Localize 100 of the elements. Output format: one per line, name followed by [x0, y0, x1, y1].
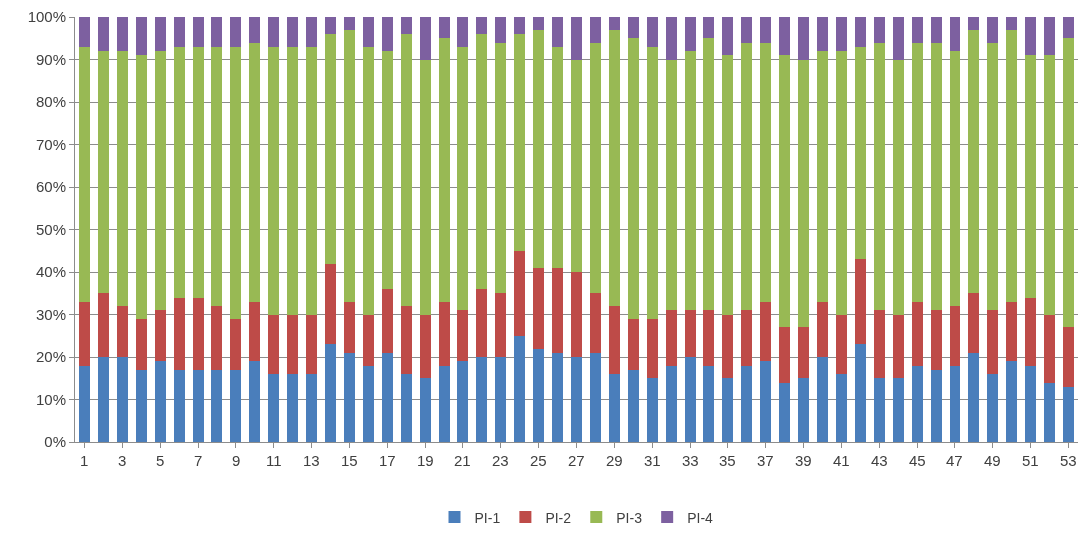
bar	[324, 17, 336, 34]
bar	[533, 267, 545, 349]
bar	[192, 297, 204, 370]
bar	[306, 374, 318, 442]
bar	[173, 46, 185, 298]
bar	[400, 17, 412, 34]
bar	[97, 293, 109, 357]
bar	[798, 327, 810, 379]
bar	[495, 17, 507, 43]
bar	[892, 17, 904, 60]
x-tick-label: 29	[606, 452, 623, 469]
bar	[684, 17, 696, 51]
bar	[116, 51, 128, 306]
bar	[324, 34, 336, 264]
bar	[949, 17, 961, 51]
y-tick-label: 10%	[35, 390, 66, 408]
bar	[324, 344, 336, 442]
bar	[968, 29, 980, 294]
bar	[457, 17, 469, 47]
bar	[1025, 297, 1037, 366]
bar	[154, 310, 166, 362]
x-tick-label: 39	[795, 452, 812, 469]
bar	[873, 17, 885, 43]
bar	[78, 17, 90, 47]
bar	[589, 352, 601, 442]
bar	[343, 301, 355, 353]
bar	[552, 46, 564, 268]
x-tick-label: 31	[644, 452, 661, 469]
bar	[589, 17, 601, 43]
legend-label: PI-4	[687, 509, 714, 526]
bar	[608, 374, 620, 442]
bar	[987, 374, 999, 442]
bar	[1006, 361, 1018, 442]
x-tick-label: 41	[833, 452, 850, 469]
bar	[97, 51, 109, 294]
x-tick-label: 5	[156, 452, 165, 469]
bar	[400, 306, 412, 374]
bar	[287, 46, 299, 315]
bar	[1063, 386, 1075, 442]
x-tick-label: 7	[194, 452, 203, 469]
bar	[230, 46, 242, 319]
bar	[684, 51, 696, 311]
bar	[230, 17, 242, 47]
bar	[608, 29, 620, 306]
bar	[968, 17, 980, 30]
bar	[722, 55, 734, 315]
x-tick-label: 13	[303, 452, 320, 469]
bar	[116, 306, 128, 357]
bar	[817, 17, 829, 51]
bar	[135, 55, 147, 319]
bar	[343, 17, 355, 30]
bar	[1063, 17, 1075, 39]
bar	[1006, 29, 1018, 302]
x-tick-label: 1	[80, 452, 89, 469]
bar	[892, 314, 904, 379]
bar	[987, 310, 999, 374]
bar	[343, 352, 355, 442]
bar	[1044, 382, 1056, 442]
bar	[268, 46, 280, 315]
bar	[135, 318, 147, 370]
bar	[306, 46, 318, 315]
y-tick-label: 50%	[35, 220, 66, 238]
bar	[665, 59, 677, 311]
bar	[968, 293, 980, 353]
bar	[779, 327, 791, 383]
x-tick-label: 27	[568, 452, 585, 469]
bar	[268, 314, 280, 374]
bar	[192, 17, 204, 47]
x-tick-label: 23	[492, 452, 509, 469]
bar	[419, 378, 431, 442]
bar	[381, 51, 393, 289]
bar	[97, 17, 109, 51]
bar	[741, 17, 753, 43]
bar	[722, 314, 734, 379]
bar	[798, 17, 810, 60]
x-tick-label: 25	[530, 452, 547, 469]
bar	[684, 310, 696, 357]
bar	[646, 17, 658, 47]
bar	[1025, 365, 1037, 442]
bar	[495, 293, 507, 357]
bar	[249, 42, 261, 302]
bar	[457, 361, 469, 442]
y-tick-label: 0%	[44, 433, 66, 451]
bar	[211, 17, 223, 47]
y-tick-label: 80%	[35, 93, 66, 111]
bar	[362, 314, 374, 366]
bar	[419, 314, 431, 379]
bar	[703, 310, 715, 366]
x-tick-label: 15	[341, 452, 358, 469]
bar	[306, 17, 318, 47]
x-tick-label: 21	[454, 452, 471, 469]
bar	[779, 17, 791, 56]
bar	[287, 17, 299, 47]
bar	[552, 17, 564, 47]
y-tick-label: 20%	[35, 348, 66, 366]
bar	[589, 293, 601, 353]
bar	[930, 310, 942, 370]
bar	[646, 318, 658, 379]
bar	[835, 374, 847, 442]
bar	[760, 17, 772, 43]
